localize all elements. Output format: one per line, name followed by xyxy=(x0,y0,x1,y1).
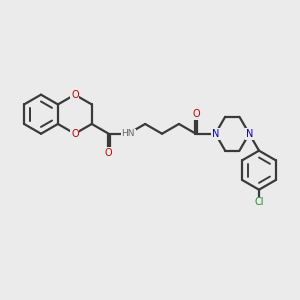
Text: O: O xyxy=(71,129,79,139)
Text: HN: HN xyxy=(122,129,135,138)
Text: O: O xyxy=(71,90,79,100)
Text: Cl: Cl xyxy=(254,197,264,207)
Text: N: N xyxy=(245,129,253,139)
Text: N: N xyxy=(212,129,219,139)
Text: N: N xyxy=(212,129,219,139)
Text: O: O xyxy=(192,109,200,119)
Text: O: O xyxy=(105,148,112,158)
